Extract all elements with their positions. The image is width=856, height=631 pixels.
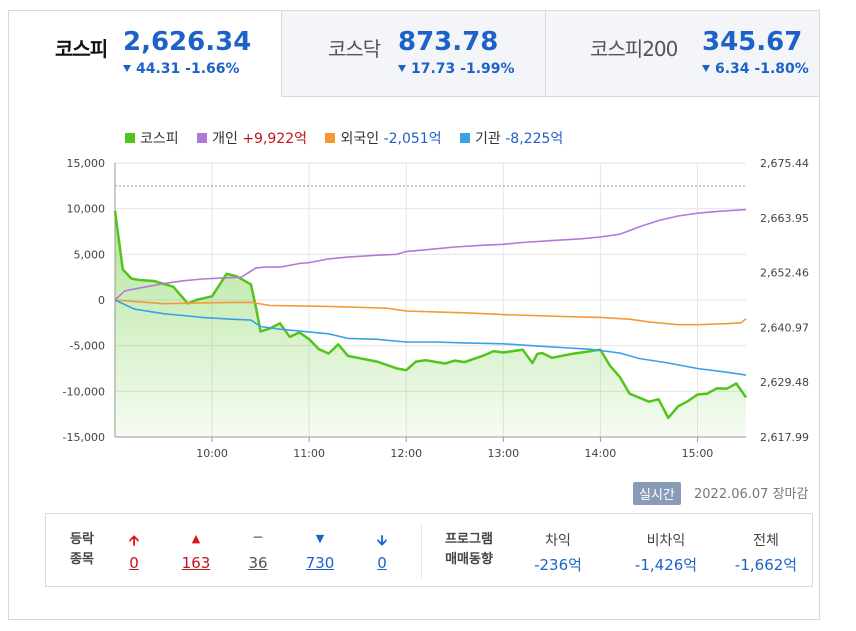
y-left-tick-label: 5,000 [74,248,106,261]
legend-swatch-foreign [325,133,336,143]
y-left-tick-label: 10,000 [67,203,106,216]
y-right-tick-label: 2,629.48 [760,376,809,389]
program-label: 프로그램 매매동향 [445,532,493,567]
realtime-badge: 실시간 [633,482,681,505]
program-nonarb-label: 비차익 [646,533,686,549]
triangle-down-icon [123,65,131,72]
series-line-foreign [114,299,747,326]
x-tick-label: 13:00 [487,447,519,460]
y-left-tick-label: 0 [98,294,105,307]
tab-kospi-name: 코스피 [55,37,108,61]
legend-kospi[interactable]: 코스피 [125,128,179,148]
legend-institution[interactable]: 기관 -8,225억 [460,128,563,148]
upper-limit-count[interactable]: 0 [129,554,139,572]
triangle-down-icon: ▼ [315,532,325,545]
y-right-tick-label: 2,640.97 [760,321,809,334]
x-tick-label: 15:00 [682,447,714,460]
panel-divider [421,524,422,578]
chart-legend: 코스피 개인 +9,922억 외국인 -2,051억 기관 -8,225억 [125,128,577,148]
y-left-tick-label: -10,000 [63,385,105,398]
x-tick-label: 14:00 [585,447,617,460]
y-right-tick-label: 2,663.95 [760,212,809,225]
breadth-label: 등락 종목 [70,532,94,567]
tab-kosdaq-name: 코스닥 [328,37,381,61]
date-status: 2022.06.07 장마감 [694,483,808,502]
y-left-tick-label: -5,000 [70,340,105,353]
triangle-down-icon [702,65,710,72]
series-line-individual [114,208,747,301]
triangle-up-icon: ▲ [191,532,201,545]
market-status: 장마감 [772,487,809,502]
x-tick-label: 10:00 [196,447,228,460]
program-nonarb-value: -1,426억 [634,556,698,574]
legend-swatch-kospi [125,133,135,143]
y-left-tick-label: 15,000 [67,157,106,170]
series-line-kospi [113,210,748,420]
market-index-widget: 코스피 2,626.34 44.31 -1.66% 코스닥 873.78 17.… [8,10,820,620]
chart-area: 15,000 10,000 5,000 0 -5,000 -10,000 -15,000 2,… [9,151,819,475]
kospi-area [115,210,746,437]
program-total-value: -1,662억 [734,556,798,574]
legend-swatch-institution [460,133,471,143]
series-line-institution [114,299,747,376]
tab-kospi-value: 2,626.34 [123,27,252,57]
lower-limit-count[interactable]: 0 [377,554,387,572]
program-arb-value: -236억 [534,556,582,574]
legend-swatch-individual [197,133,208,143]
legend-foreign[interactable]: 외국인 -2,051억 [325,128,442,148]
y-right-tick-label: 2,652.46 [760,267,809,280]
tab-kospi200-value: 345.67 [702,27,803,57]
tab-kosdaq-value: 873.78 [398,27,499,57]
tab-kosdaq[interactable]: 코스닥 873.78 17.73 -1.99% [281,11,545,97]
market-breadth-panel: 등락 종목 🡩 ▲ ─ ▼ 🡫 0 163 36 730 0 프로그램 매매동향 차… [45,513,813,587]
tab-kospi200-name: 코스피200 [590,37,678,61]
y-left-tick-label: -15,000 [63,431,105,444]
x-tick-label: 12:00 [390,447,422,460]
intraday-chart: 15,000 10,000 5,000 0 -5,000 -10,000 -15,000 2,… [63,157,809,460]
index-tabs: 코스피 2,626.34 44.31 -1.66% 코스닥 873.78 17.… [9,11,819,97]
x-tick-label: 11:00 [293,447,325,460]
arrow-up-icon: 🡩 [128,533,140,549]
flat-count[interactable]: 36 [248,554,268,572]
program-arb-label: 차익 [545,533,571,549]
date: 2022.06.07 [694,487,769,502]
down-count[interactable]: 730 [305,554,335,572]
triangle-down-icon [398,65,406,72]
program-total-label: 전체 [753,533,779,549]
dash-icon: ─ [253,530,263,546]
tab-kospi-change: 44.31 -1.66% [123,61,240,77]
y-right-tick-label: 2,617.99 [760,431,809,444]
y-right-tick-label: 2,675.44 [760,157,809,170]
arrow-down-icon: 🡫 [376,533,388,549]
tab-kospi200-change: 6.34 -1.80% [702,61,809,77]
legend-individual[interactable]: 개인 +9,922억 [197,128,307,148]
up-count[interactable]: 163 [181,554,211,572]
tab-kospi200[interactable]: 코스피200 345.67 6.34 -1.80% [545,11,819,97]
tab-kospi[interactable]: 코스피 2,626.34 44.31 -1.66% [9,11,281,97]
tab-kosdaq-change: 17.73 -1.99% [398,61,515,77]
